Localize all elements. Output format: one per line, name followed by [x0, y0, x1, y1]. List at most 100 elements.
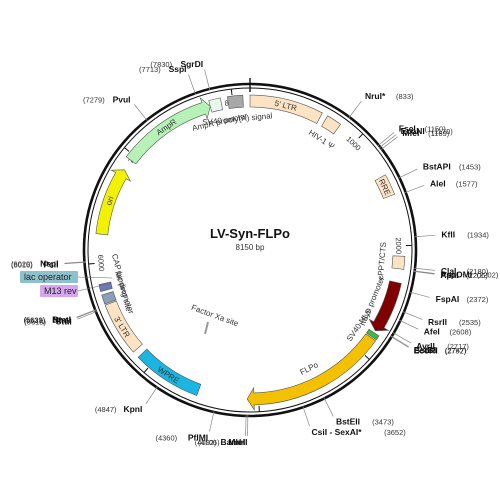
site-bstbi[interactable]: BstBI (2747): [414, 345, 467, 355]
tick-mark: [88, 263, 95, 265]
tick-label: 6000: [96, 254, 106, 271]
site-line: [134, 104, 148, 122]
site-name: MfeI: [402, 128, 419, 138]
site-sspi[interactable]: SspI (7713): [139, 64, 186, 74]
site-position: (2747): [445, 346, 467, 355]
site-nhei[interactable]: NheI (5629): [24, 315, 71, 325]
feature-cap-binding-site[interactable]: [98, 281, 113, 292]
site-name: EcoNI: [401, 126, 425, 136]
site-nrui[interactable]: NruI* (833): [365, 91, 414, 101]
site-name: NspI: [40, 259, 58, 269]
site-position: (2752): [445, 346, 467, 355]
site-position: (3473): [372, 418, 394, 427]
site-clai[interactable]: ClaI (2180): [441, 266, 489, 276]
feature-ori[interactable]: [95, 169, 132, 236]
site-nspi[interactable]: NspI (6020): [11, 259, 58, 269]
site-name: BstAPI: [423, 161, 451, 171]
site-name: CsiI - SexAI*: [312, 427, 363, 437]
site-kfli[interactable]: KflI (1934): [441, 230, 489, 240]
site-name: KflI: [441, 230, 455, 240]
site-position: (4360): [155, 433, 177, 442]
site-line: [413, 270, 435, 274]
factor-xa-label: Factor Xa site: [190, 303, 240, 329]
site-pspomi[interactable]: PspOMI (2202): [440, 269, 498, 279]
site-bsteii[interactable]: BstEII (3473): [336, 417, 394, 427]
site-line: [76, 309, 97, 318]
site-name: SspI: [169, 64, 187, 74]
site-line: [245, 414, 247, 436]
site-position: (2372): [467, 295, 489, 304]
m13-rev-label: M13 rev: [44, 286, 77, 296]
site-pcii[interactable]: PciI (6016): [11, 259, 58, 269]
feature-lac-promoter[interactable]: [101, 291, 117, 305]
site-mlui[interactable]: MluI (4106): [198, 437, 245, 447]
site-position: (2202): [477, 270, 499, 279]
site-csii-sexai[interactable]: CsiI - SexAI* (3652): [312, 427, 407, 437]
site-position: (7830): [150, 60, 172, 69]
site-bstapi[interactable]: BstAPI (1453): [423, 161, 481, 171]
site-name: NheI: [53, 315, 71, 325]
lac-operator-tag[interactable]: [20, 271, 78, 283]
site-afei[interactable]: AfeI (2608): [424, 327, 472, 337]
site-alei[interactable]: AleI (1577): [430, 178, 478, 188]
feature-3-ltr[interactable]: [104, 300, 143, 353]
site-name: BmtI: [52, 314, 71, 324]
feature-label-cppt-cts: cPPT/CTS: [376, 242, 388, 280]
site-avrii[interactable]: AvrII (2717): [416, 341, 469, 351]
feature-wpre[interactable]: [137, 348, 202, 396]
site-apai[interactable]: ApaI (2206): [440, 270, 488, 280]
site-name: MluI: [228, 437, 245, 447]
factor-xa-mark: [204, 321, 209, 335]
site-line: [402, 311, 423, 320]
site-line: [399, 319, 419, 330]
site-kpni[interactable]: KpnI (4847): [95, 404, 142, 414]
feature-hsyn-promoter[interactable]: [368, 280, 402, 332]
site-position: (2608): [450, 328, 472, 337]
feature-ampr-promoter[interactable]: [208, 97, 223, 113]
site-fsei[interactable]: FseI (1150): [399, 124, 446, 134]
feature-sv40-poly-a-signal[interactable]: [227, 94, 244, 109]
site-name: PflMI: [188, 432, 208, 442]
tick-mark: [124, 147, 130, 152]
site-pflmi[interactable]: PflMI (4360): [155, 432, 208, 442]
site-mfei[interactable]: MfeI (1189): [402, 128, 449, 138]
feature-hiv-1[interactable]: [321, 115, 342, 135]
site-name: KpnI: [123, 404, 142, 414]
site-sgrdi[interactable]: SgrDI (7830): [150, 59, 203, 69]
feature-sv40-nls[interactable]: [366, 328, 380, 341]
feature-cppt-cts[interactable]: [391, 255, 406, 270]
site-position: (2717): [447, 342, 469, 351]
site-line: [409, 291, 430, 298]
site-ecori[interactable]: EcoRI (2752): [414, 345, 467, 355]
site-pvui[interactable]: PvuI (7279): [83, 95, 130, 105]
site-line: [204, 69, 211, 91]
site-name: FseI: [399, 124, 416, 134]
site-bamhi[interactable]: BamHI (4092): [195, 437, 248, 447]
site-line: [390, 336, 409, 348]
site-rsrii[interactable]: RsrII (2535): [428, 317, 481, 327]
site-position: (2535): [459, 318, 481, 327]
site-position: (4847): [95, 405, 117, 414]
m13-rev-tag[interactable]: [40, 285, 78, 297]
site-econi[interactable]: EcoNI (1170): [401, 126, 454, 136]
site-position: (6016): [11, 260, 33, 269]
feature-rre[interactable]: [374, 174, 396, 199]
site-position: (5633): [23, 315, 45, 324]
site-position: (4106): [198, 438, 220, 447]
site-fspai[interactable]: FspAI (2372): [436, 294, 489, 304]
tick-mark: [358, 133, 364, 139]
site-line: [413, 267, 435, 271]
site-position: (1170): [432, 127, 454, 136]
site-line: [302, 406, 310, 427]
site-position: (7279): [83, 96, 105, 105]
site-name: PciI: [43, 259, 58, 269]
site-bmti[interactable]: BmtI (5633): [23, 314, 70, 324]
feature-label-ori: ori: [104, 195, 116, 207]
feature-5-ltr[interactable]: [249, 94, 323, 124]
site-line: [64, 261, 86, 264]
site-line: [377, 132, 395, 146]
site-name: AfeI: [424, 327, 440, 337]
feature-flpo[interactable]: [246, 333, 376, 411]
site-stui[interactable]: StuI (5618): [24, 316, 71, 326]
feature-label-flpo: FLPo: [299, 360, 321, 377]
